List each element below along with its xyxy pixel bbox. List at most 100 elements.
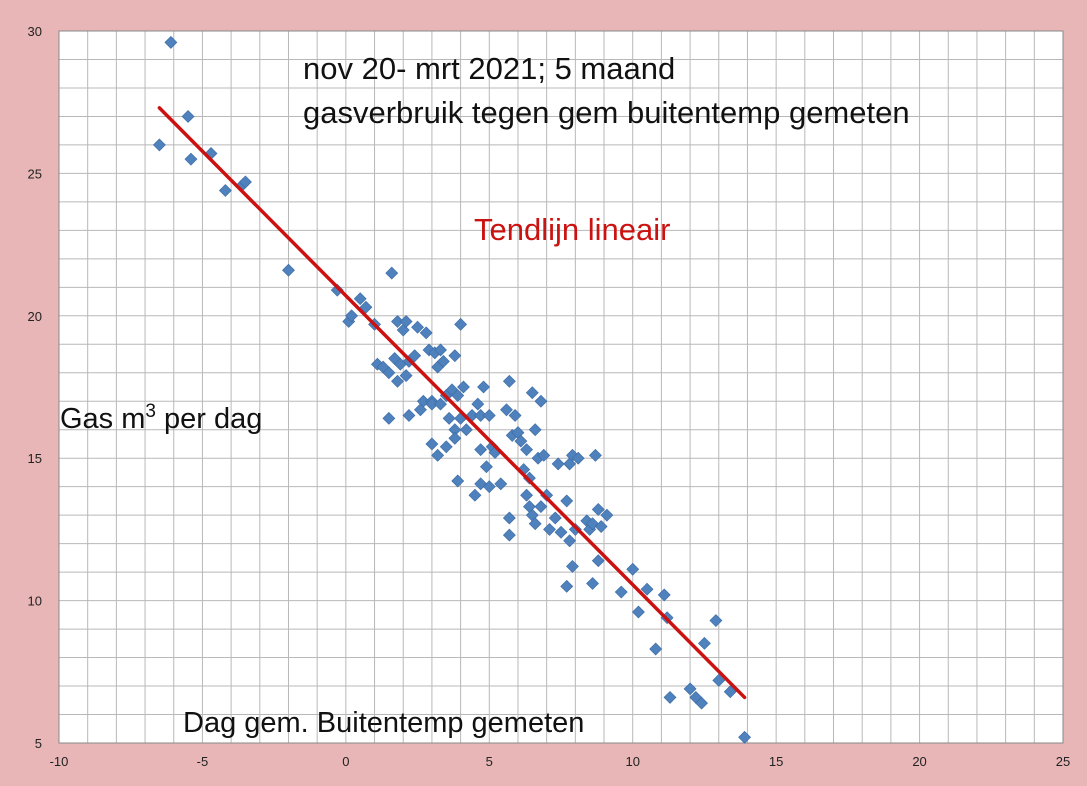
data-point xyxy=(448,349,462,363)
grid-lines xyxy=(58,30,1064,744)
y-axis-label-main: Gas m xyxy=(60,403,145,435)
data-point xyxy=(414,403,427,417)
data-point xyxy=(534,394,548,408)
data-point xyxy=(738,730,752,744)
data-point xyxy=(439,440,453,454)
data-point xyxy=(385,266,399,280)
data-point xyxy=(502,374,516,388)
data-point xyxy=(436,354,450,368)
data-point xyxy=(184,152,198,166)
data-point xyxy=(353,292,367,306)
data-point xyxy=(399,315,413,328)
data-point xyxy=(451,474,465,488)
y-axis-label: Gas m3 per dag xyxy=(60,401,262,435)
data-point xyxy=(712,673,726,687)
data-point xyxy=(591,503,605,516)
y-axis-label-rest: per dag xyxy=(156,403,262,435)
data-point xyxy=(500,403,513,417)
data-point xyxy=(451,389,465,402)
y-tick-label: 10 xyxy=(28,594,42,609)
data-point xyxy=(442,411,456,425)
data-point xyxy=(425,397,439,411)
trendline xyxy=(157,106,747,700)
data-point xyxy=(588,448,602,462)
data-point xyxy=(448,431,462,445)
data-point xyxy=(330,283,344,297)
data-point xyxy=(649,642,663,656)
data-point xyxy=(560,579,574,593)
data-point xyxy=(474,443,488,457)
data-point xyxy=(218,184,232,197)
data-point xyxy=(563,534,577,548)
data-point xyxy=(282,263,295,277)
data-point xyxy=(591,554,605,568)
data-point xyxy=(594,520,608,533)
x-tick-label: -10 xyxy=(50,754,69,769)
data-point xyxy=(152,138,166,152)
data-point xyxy=(586,577,599,590)
data-point xyxy=(528,423,542,437)
data-point xyxy=(434,397,447,411)
data-point xyxy=(411,320,424,334)
data-point xyxy=(425,437,439,451)
chart-title-line-2: gasverbruik tegen gem buitentemp gemeten xyxy=(303,95,910,130)
x-tick-label: 25 xyxy=(1056,754,1070,769)
data-point xyxy=(640,582,654,596)
data-point xyxy=(657,588,671,602)
data-point xyxy=(508,409,522,422)
data-point xyxy=(502,528,516,542)
data-point xyxy=(479,460,493,474)
data-point xyxy=(457,380,470,394)
data-point xyxy=(391,315,404,328)
data-point xyxy=(528,517,542,531)
x-axis-label: Dag gem. Buitentemp gemeten xyxy=(183,707,584,739)
data-point xyxy=(402,409,416,422)
data-point xyxy=(525,386,539,400)
plot-border xyxy=(58,30,1064,744)
data-point xyxy=(181,110,195,123)
y-tick-label: 25 xyxy=(28,166,42,181)
data-point xyxy=(614,585,628,599)
y-axis-label-superscript: 3 xyxy=(145,401,156,422)
trendline-layer xyxy=(157,106,747,700)
data-point xyxy=(709,614,723,627)
plot-area xyxy=(59,31,1063,743)
x-tick-label: -5 xyxy=(197,754,209,769)
data-point xyxy=(345,309,359,323)
data-point xyxy=(391,374,404,388)
y-tick-label: 20 xyxy=(28,309,42,324)
data-point xyxy=(474,409,488,422)
trendline-label: Tendlijn lineair xyxy=(474,212,670,247)
x-tick-label: 15 xyxy=(769,754,783,769)
data-point xyxy=(537,448,551,462)
data-point xyxy=(454,317,468,331)
data-point xyxy=(566,559,579,573)
axis-ticks: -10 -5 0 5 10 15 20 25 5 10 15 20 25 30 xyxy=(28,24,1071,769)
x-tick-label: 10 xyxy=(625,754,639,769)
data-point xyxy=(494,477,508,491)
data-point xyxy=(520,443,534,457)
data-point xyxy=(543,522,556,536)
data-point xyxy=(382,411,396,425)
data-point xyxy=(431,448,445,462)
data-point xyxy=(399,369,413,383)
data-point xyxy=(434,343,447,357)
data-point xyxy=(698,636,711,650)
data-point xyxy=(382,366,396,380)
data-point xyxy=(419,326,433,340)
data-point xyxy=(663,691,677,704)
data-point xyxy=(502,511,516,525)
data-point xyxy=(560,494,574,508)
data-point xyxy=(695,696,708,710)
y-tick-label: 30 xyxy=(28,24,42,39)
data-point xyxy=(477,380,490,394)
data-point xyxy=(164,35,178,49)
data-point xyxy=(571,451,585,465)
data-point xyxy=(514,434,528,448)
data-point xyxy=(551,457,565,471)
data-point xyxy=(626,562,640,576)
data-point xyxy=(554,525,568,539)
data-point xyxy=(548,511,562,525)
